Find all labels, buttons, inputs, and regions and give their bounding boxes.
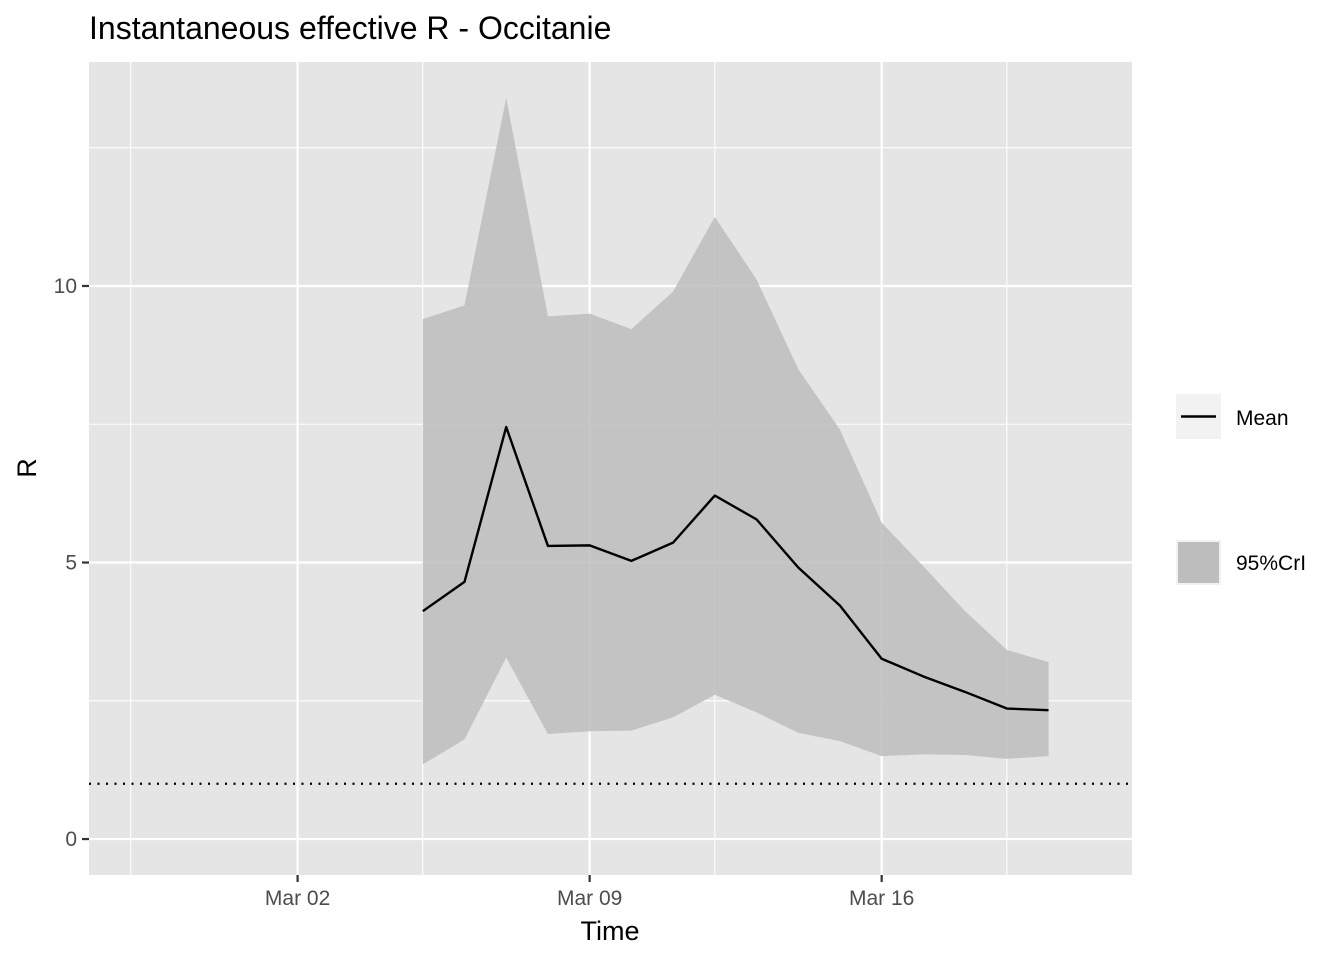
y-tick-label: 0 — [65, 828, 77, 851]
line-layer — [422, 425, 1049, 712]
legend-key-cri-fill — [1178, 542, 1219, 583]
x-tick-label: Mar 02 — [265, 887, 330, 910]
x-tick-label: Mar 16 — [849, 887, 914, 910]
chart-title: Instantaneous effective R - Occitanie — [89, 10, 611, 46]
x-tick-label: Mar 09 — [557, 887, 622, 910]
legend-label-cri: 95%CrI — [1236, 552, 1306, 575]
ribbon-layer — [422, 97, 1049, 765]
mean-line — [422, 425, 1049, 712]
ribbon-95cri — [422, 97, 1049, 765]
legend-label-mean: Mean — [1236, 407, 1289, 430]
y-axis-title: R — [12, 458, 42, 478]
y-tick-label: 5 — [65, 552, 77, 575]
x-axis-title: Time — [581, 916, 640, 946]
x-axis: Mar 02 Mar 09 Mar 16 — [265, 875, 914, 910]
y-tick-label: 10 — [54, 275, 77, 298]
legend: Mean 95%CrI — [1176, 394, 1306, 585]
y-axis: 0 5 10 — [54, 275, 89, 851]
